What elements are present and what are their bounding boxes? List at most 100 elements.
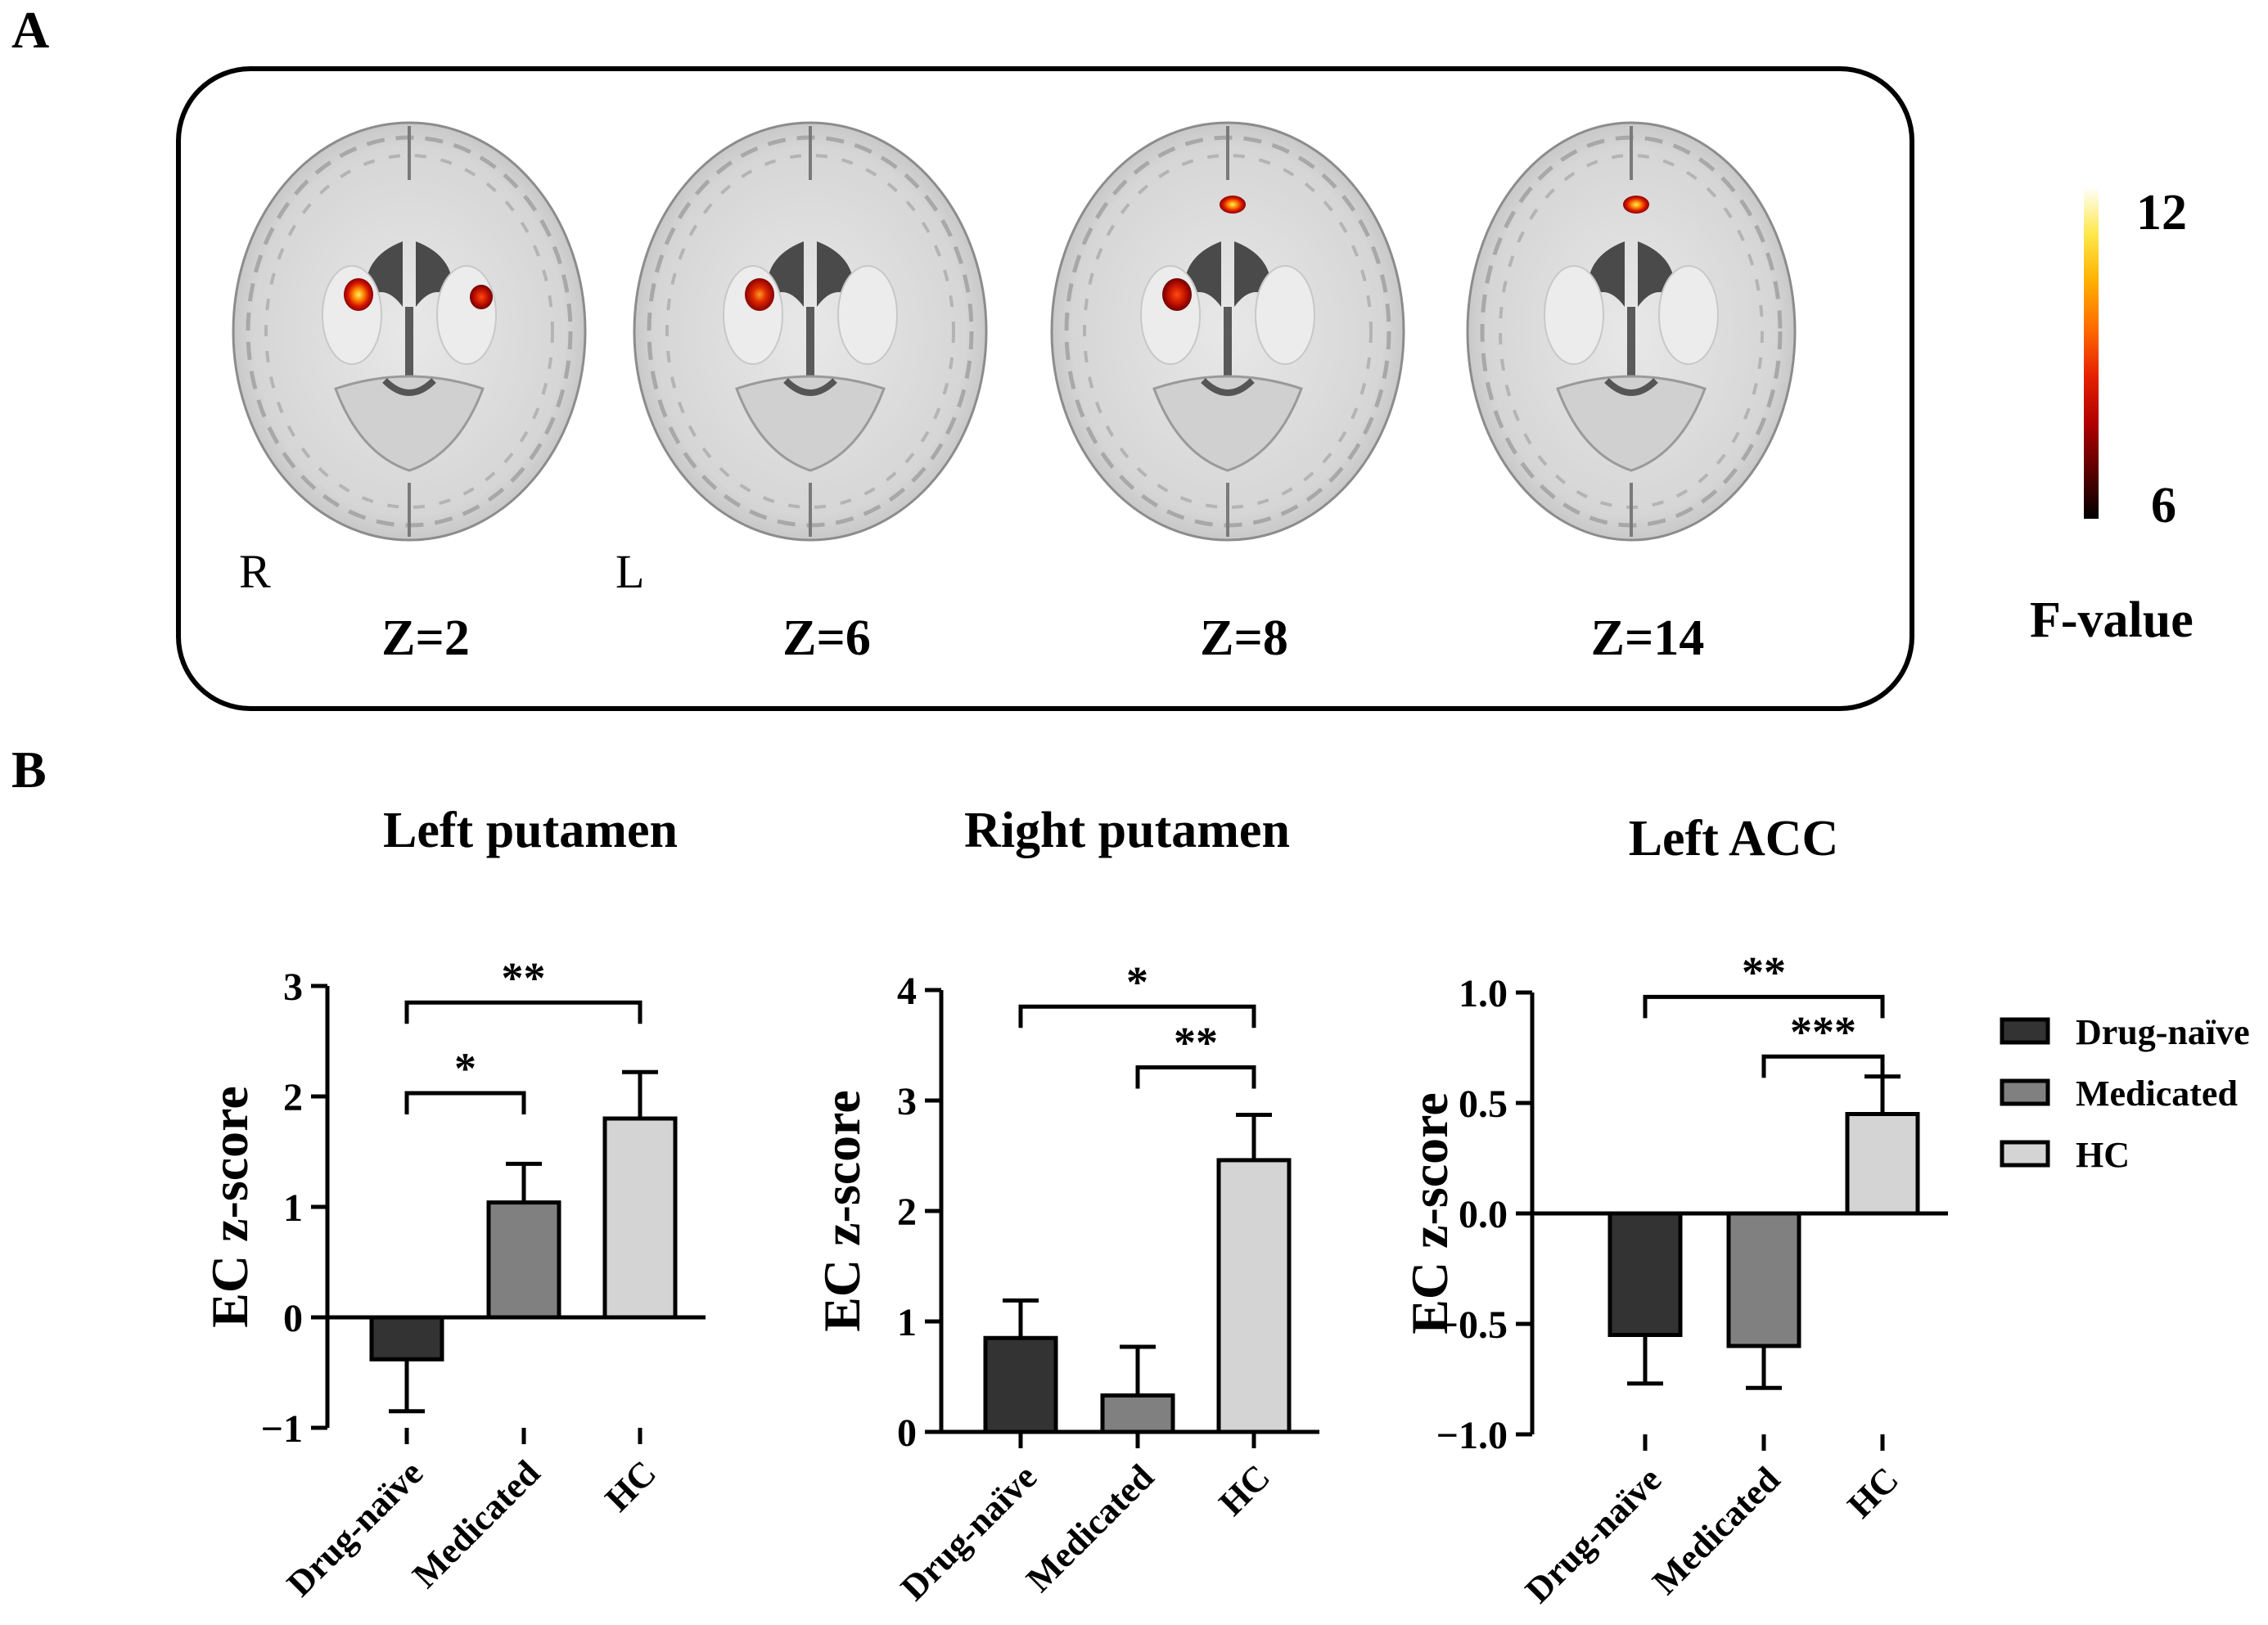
slice-z-label: Z=8 bbox=[1200, 610, 1288, 666]
significance-bracket bbox=[1761, 1054, 1885, 1078]
y-tick-label: 1.0 bbox=[1459, 972, 1508, 1015]
putamen-left bbox=[837, 265, 898, 365]
activation-cluster bbox=[470, 285, 493, 309]
activation-cluster bbox=[1162, 278, 1192, 311]
legend-swatch bbox=[2000, 1078, 2050, 1106]
third-ventricle bbox=[806, 307, 814, 380]
bar bbox=[1100, 1393, 1175, 1434]
x-tick-label: Drug-naïve bbox=[279, 1452, 431, 1604]
brain-slice bbox=[232, 121, 587, 542]
y-tick-label: 1 bbox=[283, 1186, 303, 1230]
bar bbox=[983, 1335, 1058, 1434]
activation-cluster bbox=[1623, 196, 1649, 214]
significance-label: * bbox=[1126, 957, 1148, 1006]
activation-cluster bbox=[344, 278, 373, 311]
x-tick-label: Medicated bbox=[404, 1452, 548, 1596]
third-ventricle bbox=[405, 307, 413, 380]
bar bbox=[1726, 1211, 1801, 1348]
legend: Drug-naïve Medicated HC bbox=[2000, 1012, 2250, 1175]
y-tick-label: −0.5 bbox=[1436, 1303, 1508, 1347]
third-ventricle bbox=[1627, 307, 1635, 380]
posterior-ventricle bbox=[783, 378, 837, 396]
bar-chart: Left ACC EC z-score −1.0 −0.5 0.0 0.5 1.0 Drug-… bbox=[1400, 811, 1948, 1610]
y-tick-label: 3 bbox=[897, 1080, 917, 1123]
y-tick-label: 2 bbox=[897, 1191, 917, 1234]
significance-label: * bbox=[454, 1044, 476, 1093]
bar bbox=[1845, 1112, 1920, 1216]
significance-label: ** bbox=[502, 953, 546, 1002]
y-axis-label: EC z-score bbox=[813, 1090, 871, 1332]
posterior-structures bbox=[1556, 375, 1707, 472]
gyri-texture bbox=[264, 154, 554, 509]
orientation-right-label: R bbox=[239, 545, 271, 598]
significance-bracket bbox=[1643, 994, 1885, 1019]
significance-bracket bbox=[1135, 1065, 1256, 1089]
slice-z-label: Z=14 bbox=[1591, 610, 1705, 666]
x-tick-label: HC bbox=[597, 1452, 664, 1519]
x-tick-label: HC bbox=[1211, 1456, 1278, 1523]
y-tick-label: 0 bbox=[283, 1297, 303, 1340]
chart-title: Right putamen bbox=[964, 803, 1290, 858]
x-tick-label: Medicated bbox=[1018, 1456, 1161, 1600]
y-tick-label: 2 bbox=[283, 1076, 303, 1119]
gyri-texture bbox=[1083, 154, 1373, 509]
panel-b-label: B bbox=[11, 740, 47, 799]
legend-label: Drug-naïve bbox=[2076, 1012, 2250, 1052]
posterior-ventricle bbox=[1604, 378, 1658, 396]
legend-swatch bbox=[2000, 1140, 2050, 1168]
posterior-structures bbox=[1152, 375, 1303, 472]
y-tick-label: 0.5 bbox=[1459, 1083, 1508, 1126]
y-tick-label: −1 bbox=[261, 1407, 303, 1451]
putamen-left bbox=[1658, 265, 1719, 365]
y-tick-label: 1 bbox=[897, 1301, 917, 1344]
chart-title: Left ACC bbox=[1629, 811, 1839, 867]
legend-label: HC bbox=[2076, 1135, 2130, 1175]
x-tick-label: Drug-naïve bbox=[893, 1456, 1044, 1608]
slice-z-label: Z=6 bbox=[782, 610, 871, 666]
colorbar-title: F-value bbox=[2030, 592, 2194, 648]
y-axis-label: EC z-score bbox=[1400, 1092, 1459, 1335]
legend-swatch bbox=[2000, 1017, 2050, 1045]
putamen-left bbox=[436, 265, 497, 365]
significance-bracket bbox=[1018, 1004, 1256, 1029]
bar-chart: Left putamen EC z-score −1 0 1 2 3 Drug-naïveMe… bbox=[201, 803, 706, 1604]
activation-cluster bbox=[745, 278, 774, 311]
significance-label: *** bbox=[1790, 1007, 1856, 1056]
chart-title: Left putamen bbox=[383, 803, 678, 858]
putamen-right bbox=[1544, 265, 1604, 365]
posterior-ventricle bbox=[382, 378, 436, 396]
putamen-left bbox=[1255, 265, 1315, 365]
bar bbox=[369, 1315, 444, 1362]
brain-slices: Z=2 Z=6 Z=8 Z=14 bbox=[232, 121, 1797, 666]
gyri-texture bbox=[665, 154, 955, 509]
bar bbox=[1607, 1211, 1683, 1337]
y-axis-label: EC z-score bbox=[201, 1086, 259, 1328]
panel-a-label: A bbox=[11, 1, 49, 59]
orientation-left-label: L bbox=[615, 545, 644, 598]
brain-slice bbox=[633, 121, 988, 542]
third-ventricle bbox=[1224, 307, 1232, 380]
x-tick-label: Medicated bbox=[1644, 1459, 1788, 1602]
posterior-structures bbox=[334, 375, 485, 472]
legend-label: Medicated bbox=[2076, 1074, 2238, 1114]
bar bbox=[1216, 1158, 1292, 1434]
panel-a-frame bbox=[176, 66, 1914, 711]
bar bbox=[602, 1116, 678, 1320]
posterior-ventricle bbox=[1201, 378, 1255, 396]
significance-bracket bbox=[404, 1000, 643, 1024]
y-tick-label: 0 bbox=[897, 1411, 917, 1455]
activation-cluster bbox=[1220, 196, 1246, 214]
colorbar bbox=[2084, 187, 2099, 519]
significance-label: ** bbox=[1174, 1019, 1218, 1068]
bar bbox=[486, 1200, 561, 1320]
colorbar-max-label: 12 bbox=[2136, 185, 2187, 241]
x-tick-label: HC bbox=[1840, 1459, 1906, 1525]
y-tick-label: 4 bbox=[897, 970, 917, 1013]
bar-chart: Right putamen EC z-score 0 1 2 3 4 Drug-naïveMe… bbox=[813, 803, 1319, 1608]
brain-slice bbox=[1466, 121, 1797, 542]
slice-z-label: Z=2 bbox=[381, 610, 470, 666]
significance-bracket bbox=[404, 1091, 526, 1114]
colorbar-min-label: 6 bbox=[2151, 478, 2176, 533]
